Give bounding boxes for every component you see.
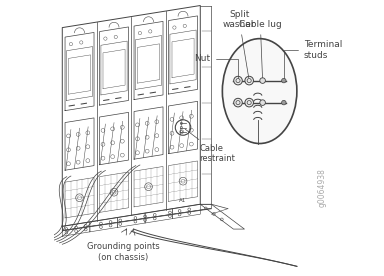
Text: Cable lug: Cable lug — [239, 20, 282, 78]
Circle shape — [260, 100, 265, 105]
Text: Terminal
studs: Terminal studs — [284, 41, 342, 78]
Text: A1: A1 — [179, 198, 187, 203]
Text: Split
washer: Split washer — [223, 10, 255, 78]
Circle shape — [245, 98, 253, 107]
Text: Cable
restraint: Cable restraint — [185, 129, 235, 163]
Circle shape — [234, 76, 242, 85]
Circle shape — [260, 78, 265, 83]
Text: Grounding points
(on chassis): Grounding points (on chassis) — [87, 242, 159, 262]
Circle shape — [245, 76, 253, 85]
Ellipse shape — [222, 39, 297, 144]
Text: Nut: Nut — [194, 54, 238, 78]
Circle shape — [281, 78, 286, 83]
Circle shape — [234, 98, 242, 107]
Text: g0064938: g0064938 — [317, 168, 326, 207]
Circle shape — [281, 100, 286, 105]
